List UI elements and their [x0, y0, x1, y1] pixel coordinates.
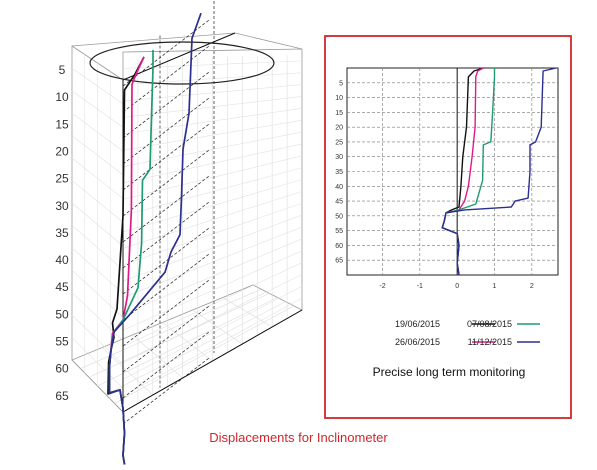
legend-label-1: 19/06/2015	[395, 319, 440, 329]
chart-title: Precise long term monitoring	[373, 365, 526, 379]
legend-label-3: 07/08/2015	[467, 319, 512, 329]
x-tick-label--2: -2	[379, 283, 385, 290]
y-tick-label-50: 50	[335, 213, 343, 220]
top-edge	[71, 32, 303, 50]
back-grid-h	[122, 214, 303, 282]
back-grid-h	[122, 155, 303, 200]
y-tick-label-65: 65	[335, 258, 343, 265]
back-grid-h	[122, 238, 303, 315]
y-tick-label-15: 15	[335, 110, 343, 117]
top-diagonal	[122, 32, 236, 81]
x-tick-label-0: 0	[455, 283, 459, 290]
depth-tick-30: 30	[55, 199, 69, 213]
back-grid-h	[122, 119, 303, 151]
depth-line-70	[122, 357, 211, 425]
x-tick-label-1: 1	[493, 283, 497, 290]
back-grid-h	[122, 250, 303, 331]
depth-tick-5: 5	[59, 63, 66, 77]
y-tick-label-55: 55	[335, 228, 343, 235]
depth-tick-45: 45	[55, 280, 69, 294]
y-tick-label-45: 45	[335, 199, 343, 206]
depth-line-55	[122, 279, 211, 347]
back-grid-h	[122, 191, 303, 249]
legend-label-2: 26/06/2015	[395, 337, 440, 347]
back-grid-h	[122, 262, 303, 347]
depth-line-15	[122, 71, 211, 139]
figure-caption: Displacements for Inclinometer	[209, 430, 388, 445]
depth-line-25	[122, 123, 211, 191]
y-tick-label-25: 25	[335, 139, 343, 146]
back-grid-h	[122, 131, 303, 167]
y-tick-label-35: 35	[335, 169, 343, 176]
back-grid-h	[122, 179, 303, 233]
depth-line-30	[122, 149, 211, 217]
depth-tick-50: 50	[55, 307, 69, 321]
floor-grid	[222, 297, 273, 328]
back-grid-h	[122, 202, 303, 266]
base-edge	[122, 309, 303, 413]
depth-tick-10: 10	[55, 90, 69, 104]
depth-tick-65: 65	[55, 389, 69, 403]
depth-line-20	[122, 97, 211, 165]
monitoring-panel-frame	[324, 35, 572, 419]
depth-line-65	[122, 331, 211, 399]
back-grid-h	[122, 96, 303, 118]
back-grid-h	[122, 297, 303, 396]
y-tick-label-5: 5	[339, 80, 343, 87]
depth-tick-25: 25	[55, 172, 69, 186]
highlight-ellipse	[89, 41, 275, 85]
series-line-4	[441, 67, 557, 276]
depth-tick-55: 55	[55, 335, 69, 349]
y-tick-label-20: 20	[335, 125, 343, 132]
depth-tick-35: 35	[55, 226, 69, 240]
depth-tick-20: 20	[55, 144, 69, 158]
back-grid-h	[122, 274, 303, 364]
curve-3d-series-4	[108, 12, 202, 465]
depth-tick-15: 15	[55, 117, 69, 131]
inclinometer-3d-view: 5 10 15 20 25 30 35 40 45 50 55 60 65	[55, 1, 303, 465]
y-tick-label-10: 10	[335, 95, 343, 102]
back-grid-h	[122, 167, 303, 216]
monitoring-chart: 5 10 15 20 25 30 35 40 45 50 55 60 65 -2 -1 0 1 2 19/06/20…	[335, 67, 559, 379]
depth-line-60	[122, 305, 211, 373]
depth-line-40	[122, 201, 211, 269]
y-tick-label-40: 40	[335, 184, 343, 191]
depth-line-35	[122, 175, 211, 243]
back-grid-h	[122, 143, 303, 184]
y-tick-label-60: 60	[335, 243, 343, 250]
depth-tick-40: 40	[55, 253, 69, 267]
depth-line-50	[122, 253, 211, 321]
back-grid-h	[122, 286, 303, 380]
x-tick-label--1: -1	[417, 283, 423, 290]
legend-label-4: 11/12/2015	[468, 337, 512, 347]
depth-tick-60: 60	[55, 362, 69, 376]
x-tick-label-2: 2	[530, 283, 534, 290]
depth-line-10	[122, 45, 211, 113]
depth-line-45	[122, 227, 211, 295]
back-grid-h	[122, 108, 303, 135]
y-tick-label-30: 30	[335, 154, 343, 161]
